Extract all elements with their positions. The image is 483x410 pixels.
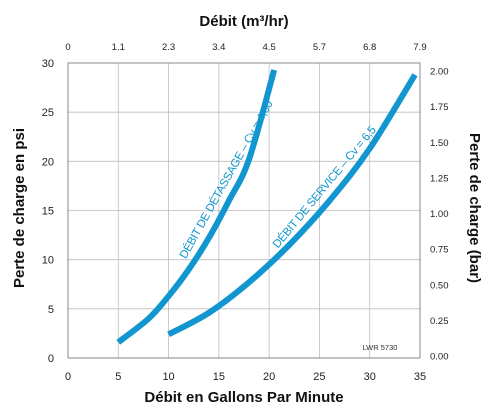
y-tick-label: 20 [42, 156, 54, 168]
x-tick-label: 5 [115, 371, 121, 383]
x-tick-label: 30 [364, 371, 376, 383]
x-tick-label: 35 [414, 371, 426, 383]
y2-axis-title: Perte de charge (bar) [466, 133, 483, 283]
top-axis-title: Débit (m³/hr) [199, 13, 288, 30]
grid-lines [68, 63, 420, 358]
y2-tick-label: 2.00 [430, 67, 449, 78]
top-tick-label: 5.7 [313, 42, 326, 53]
y-tick-label: 30 [42, 58, 54, 70]
y-tick-label: 5 [48, 304, 54, 316]
plot-frame [67, 62, 421, 359]
code-annotation: LWR 5730 [363, 343, 398, 352]
x-tick-label: 15 [213, 371, 225, 383]
series-line-1 [116, 69, 278, 345]
x-tick-label: 25 [313, 371, 325, 383]
y2-tick-label: 1.50 [430, 138, 449, 149]
top-tick-label: 2.3 [162, 42, 175, 53]
y-axis-title: Perte de charge en psi [11, 128, 28, 288]
series-label-1: DÉBIT DE DÉTASSAGE – Cv = 4,00 [177, 98, 276, 260]
y-tick-label: 25 [42, 107, 54, 119]
top-tick-label: 1.1 [112, 42, 125, 53]
y2-tick-label: 0.00 [430, 352, 449, 363]
labels-layer: 0 5 10 15 20 25 30 35 0 1.1 2.3 3.4 4.5 5.7 6.8 7.9 0 5 10… [42, 42, 449, 383]
y2-tick-label: 1.25 [430, 173, 449, 184]
x-tick-label: 0 [65, 371, 71, 383]
top-tick-label: 7.9 [413, 42, 426, 53]
series-label-2: DÉBIT DE SERVICE – Cv = 6,5 [270, 124, 378, 251]
y2-tick-label: 0.50 [430, 280, 449, 291]
y2-tick-label: 0.75 [430, 245, 449, 256]
top-tick-label: 0 [65, 42, 70, 53]
y2-tick-label: 0.25 [430, 316, 449, 327]
y2-tick-label: 1.00 [430, 209, 449, 220]
top-tick-label: 6.8 [363, 42, 376, 53]
top-tick-label: 4.5 [263, 42, 276, 53]
y-tick-label: 15 [42, 206, 54, 218]
y2-tick-label: 1.75 [430, 102, 449, 113]
x-tick-label: 10 [162, 371, 174, 383]
y-tick-label: 0 [48, 353, 54, 365]
x-tick-label: 20 [263, 371, 275, 383]
top-tick-label: 3.4 [212, 42, 225, 53]
series-line-2 [167, 73, 418, 338]
y-tick-label: 10 [42, 255, 54, 267]
x-axis-title: Débit en Gallons Par Minute [144, 389, 343, 406]
